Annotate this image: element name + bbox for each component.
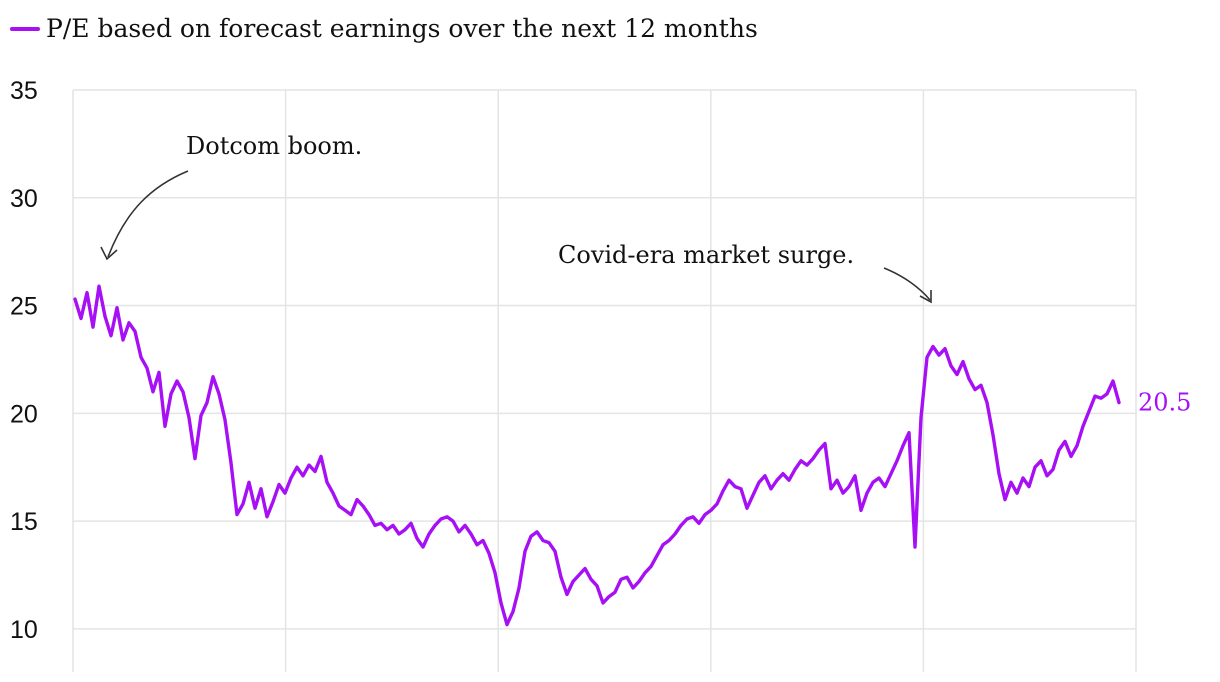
y-tick-label-15: 15 (10, 508, 38, 536)
legend-swatch (10, 26, 40, 31)
y-tick-label-10: 10 (10, 616, 38, 644)
grid-lines (72, 89, 1137, 672)
annotation-covid-arrowhead (919, 290, 932, 304)
y-tick-label-30: 30 (10, 185, 38, 213)
annotation-covid: Covid-era market surge. (558, 241, 854, 269)
y-tick-label-35: 35 (10, 77, 38, 105)
y-axis-tick-labels: 10 15 20 25 30 35 (10, 77, 38, 644)
legend-label: P/E based on forecast earnings over the … (46, 14, 758, 43)
y-tick-label-25: 25 (10, 293, 38, 321)
y-tick-label-20: 20 (10, 400, 38, 428)
chart-legend: P/E based on forecast earnings over the … (10, 14, 758, 43)
annotation-covid-arrow (883, 267, 931, 301)
annotation-dotcom-arrowhead (100, 246, 118, 261)
annotation-dotcom: Dotcom boom. (186, 132, 362, 160)
last-value-label: 20.5 (1138, 389, 1191, 417)
annotation-dotcom-arrow (107, 170, 189, 258)
annotations: Dotcom boom. Covid-era market surge. (100, 132, 932, 304)
series-line-pe-forecast (73, 284, 1121, 627)
